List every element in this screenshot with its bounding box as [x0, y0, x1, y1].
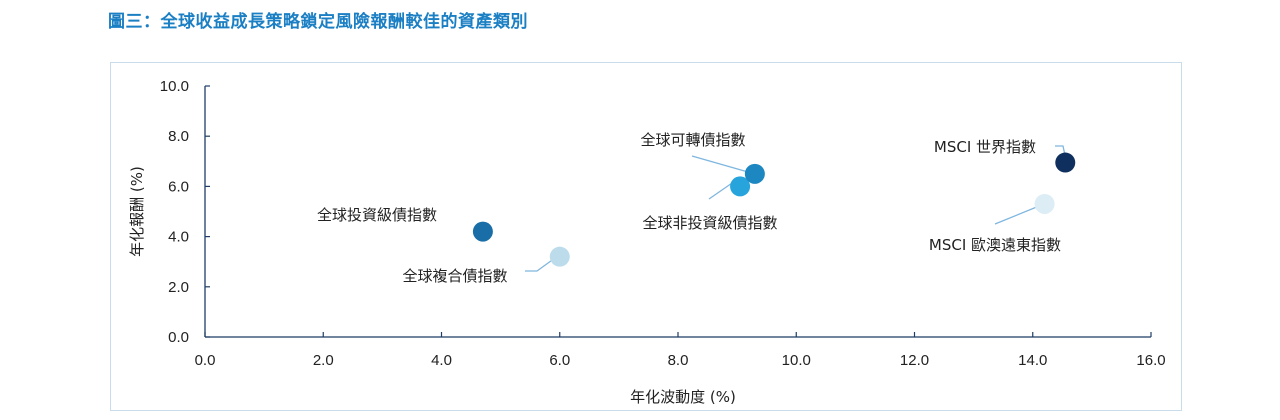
data-point-label: MSCI 歐澳遠東指數: [929, 236, 1061, 254]
chart-title: 圖三：全球收益成長策略鎖定風險報酬較佳的資產類別: [108, 12, 528, 32]
y-tick-label: 6.0: [168, 178, 189, 195]
data-point: [1034, 193, 1055, 214]
leader-line: [525, 257, 556, 272]
x-tick-label: 4.0: [431, 352, 452, 369]
y-tick-label: 4.0: [168, 229, 189, 246]
leader-line: [691, 155, 749, 173]
data-point: [744, 163, 765, 184]
data-point: [549, 246, 570, 267]
y-axis-label: 年化報酬 (%): [128, 166, 146, 257]
x-tick-label: 12.0: [900, 352, 929, 369]
x-tick-label: 8.0: [668, 352, 689, 369]
data-point-label: MSCI 世界指數: [934, 138, 1036, 156]
x-tick-label: 16.0: [1136, 352, 1165, 369]
x-axis-label: 年化波動度 (%): [630, 388, 736, 406]
x-tick-label: 6.0: [549, 352, 570, 369]
y-tick-label: 0.0: [168, 329, 189, 346]
data-point-label: 全球非投資級債指數: [642, 214, 777, 232]
data-point-label: 全球複合債指數: [402, 267, 507, 285]
y-tick-label: 2.0: [168, 279, 189, 296]
data-point: [730, 176, 751, 197]
x-tick-label: 2.0: [313, 352, 334, 369]
x-tick-label: 10.0: [782, 352, 811, 369]
x-tick-label: 14.0: [1018, 352, 1047, 369]
x-tick-label: 0.0: [195, 352, 216, 369]
data-point-label: 全球投資級債指數: [317, 206, 437, 224]
y-tick-label: 8.0: [168, 128, 189, 145]
data-point: [1055, 152, 1076, 173]
chart-frame: [110, 62, 1182, 411]
y-tick-label: 10.0: [160, 78, 189, 95]
data-point-label: 全球可轉債指數: [640, 131, 745, 149]
data-point: [472, 221, 493, 242]
